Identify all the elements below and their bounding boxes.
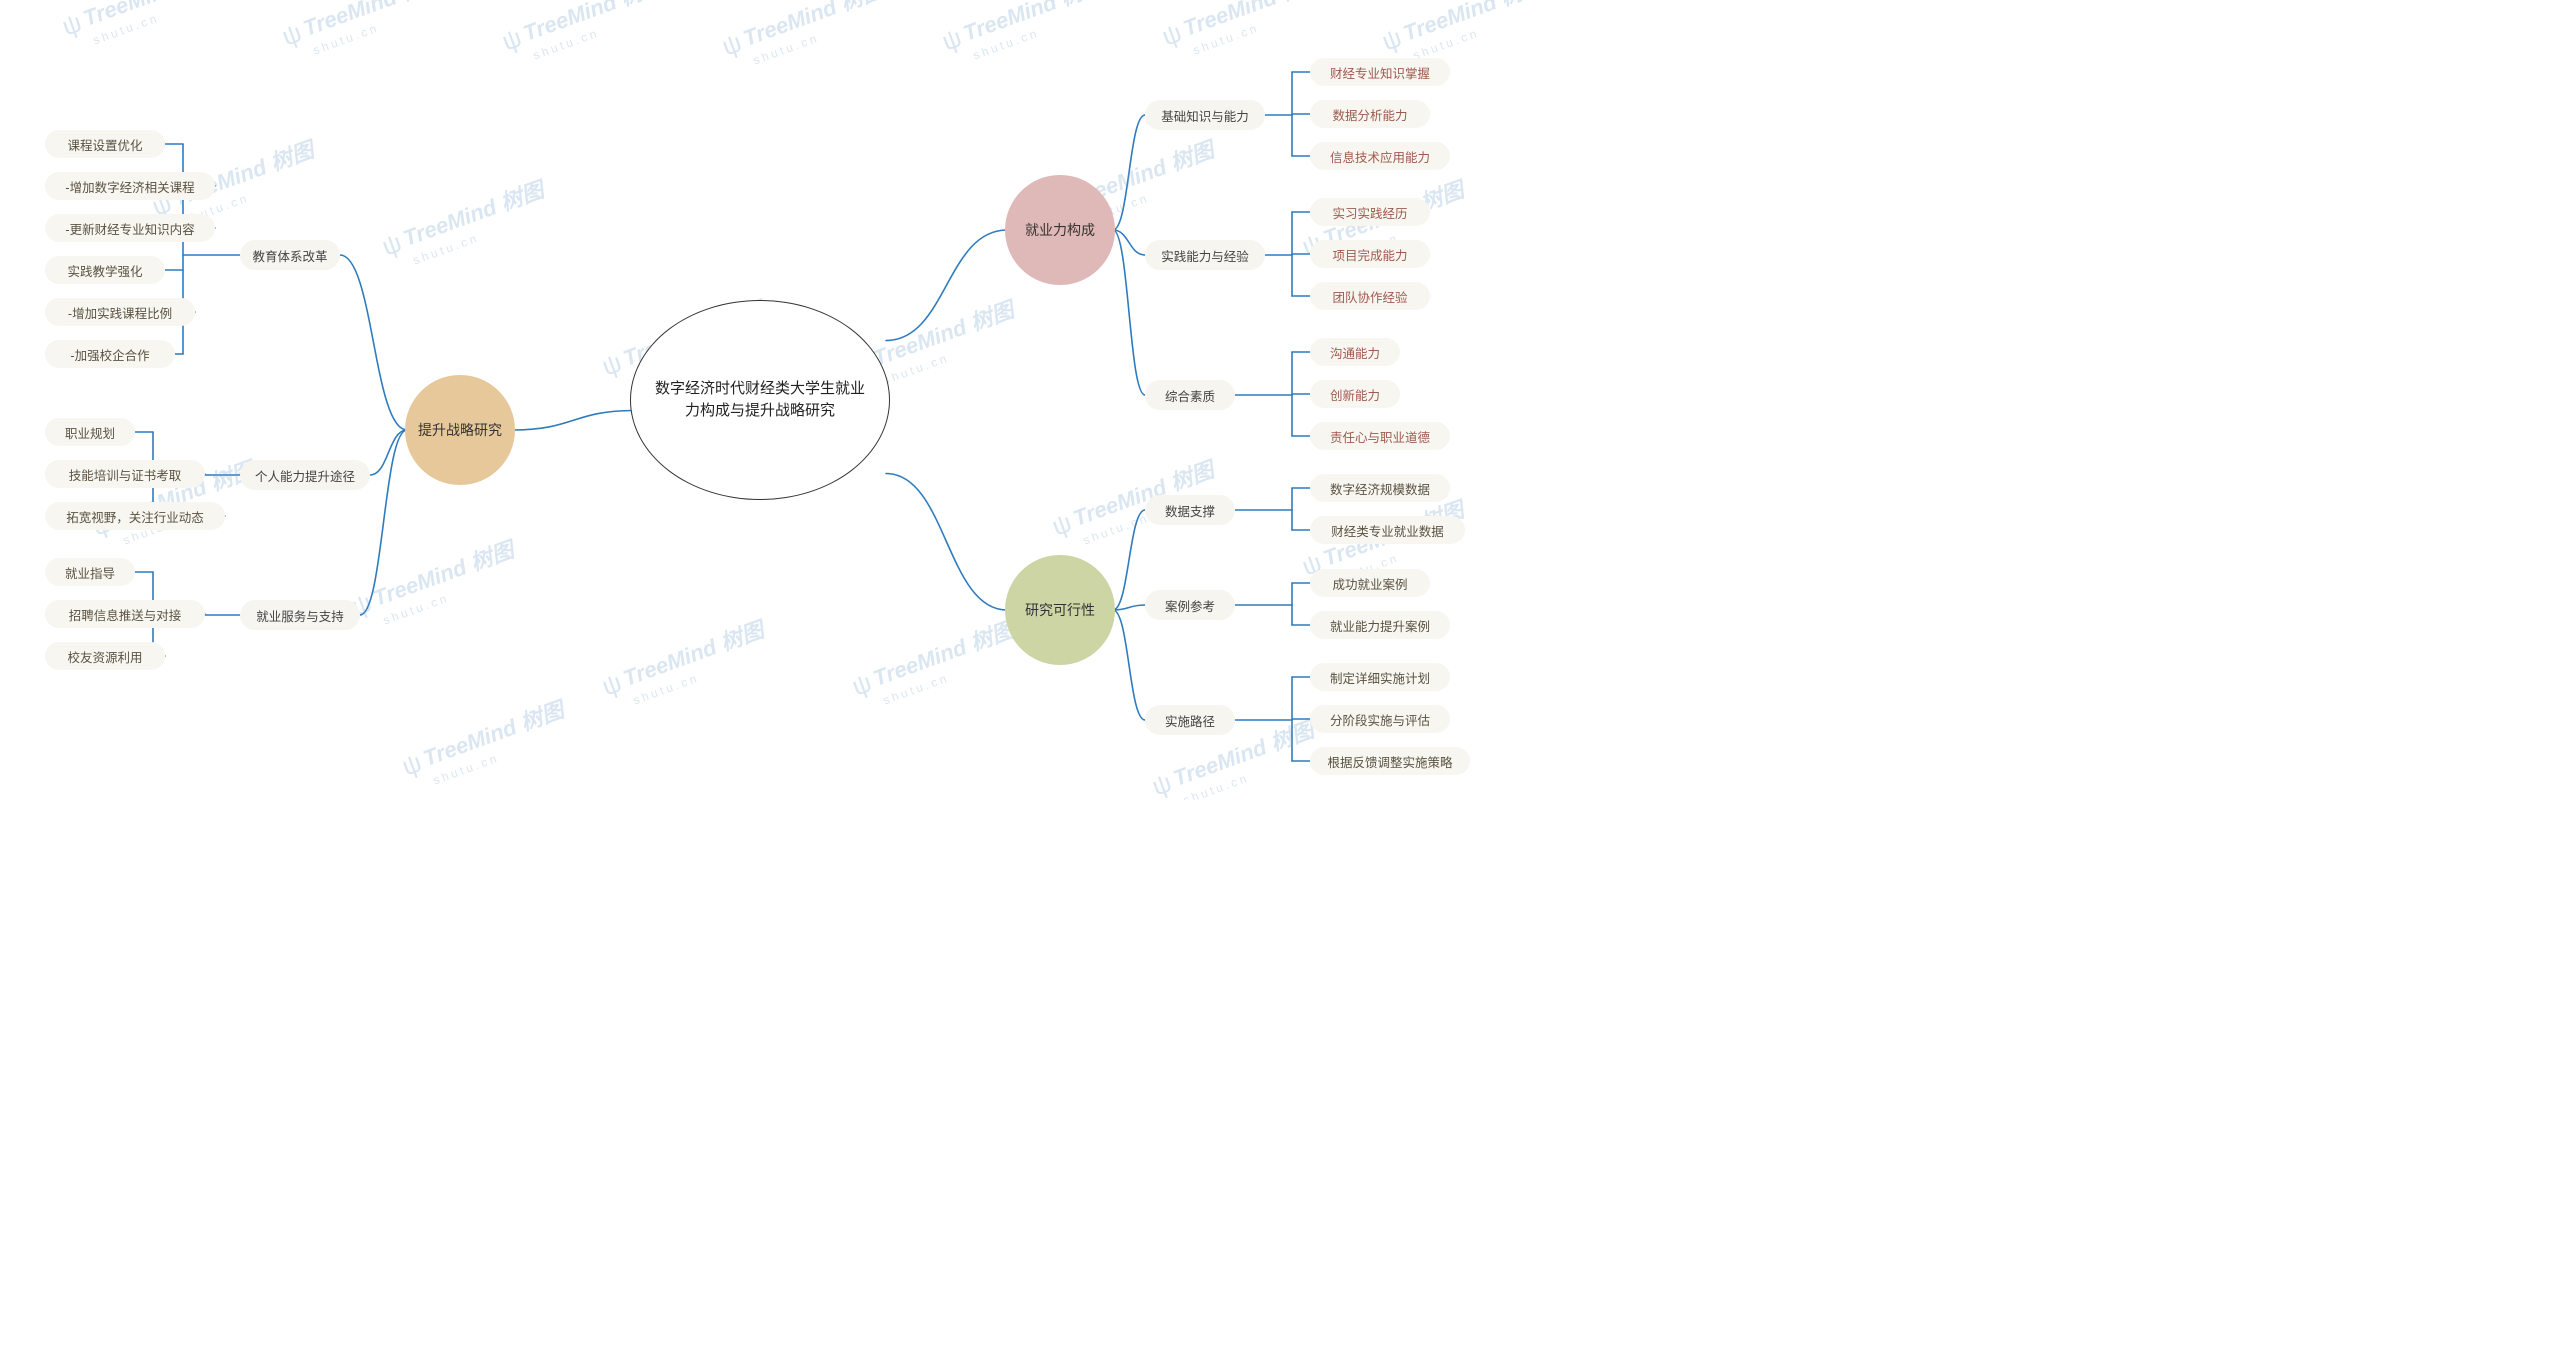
watermark: ψTreeMind 树图shutu.cn	[397, 692, 573, 795]
mindmap-canvas: ψTreeMind 树图shutu.cnψTreeMind 树图shutu.cn…	[0, 0, 1536, 800]
leaf-node-label: -增加数字经济相关课程	[65, 177, 194, 196]
leaf-node: 根据反馈调整实施策略	[1310, 747, 1470, 775]
leaf-node-label: 拓宽视野，关注行业动态	[66, 507, 204, 526]
leaf-node: 就业能力提升案例	[1310, 611, 1450, 639]
leaf-node-label: 实践教学强化	[67, 261, 142, 280]
leaf-node-label: 制定详细实施计划	[1330, 668, 1430, 687]
sub-node: 基础知识与能力	[1145, 100, 1265, 130]
leaf-node-label: 校友资源利用	[67, 647, 142, 666]
sub-node: 个人能力提升途径	[240, 460, 370, 490]
sub-node-label: 实践能力与经验	[1161, 246, 1249, 265]
leaf-node-label: 就业指导	[65, 563, 115, 582]
leaf-node-label: 技能培训与证书考取	[69, 465, 182, 484]
leaf-node: 拓宽视野，关注行业动态	[45, 502, 225, 530]
sub-node-label: 就业服务与支持	[256, 606, 344, 625]
leaf-node-label: 责任心与职业道德	[1330, 427, 1430, 446]
watermark: ψTreeMind 树图shutu.cn	[57, 0, 233, 56]
leaf-node: 成功就业案例	[1310, 569, 1430, 597]
leaf-node: 数字经济规模数据	[1310, 474, 1450, 502]
sub-node-label: 基础知识与能力	[1161, 106, 1249, 125]
sub-node: 实施路径	[1145, 705, 1235, 735]
watermark: ψTreeMind 树图shutu.cn	[277, 0, 453, 66]
leaf-node: 团队协作经验	[1310, 282, 1430, 310]
leaf-node: -增加实践课程比例	[45, 298, 195, 326]
leaf-node: 分阶段实施与评估	[1310, 705, 1450, 733]
leaf-node: 课程设置优化	[45, 130, 165, 158]
branch-right_top: 就业力构成	[1005, 175, 1115, 285]
watermark: ψTreeMind 树图shutu.cn	[717, 0, 893, 76]
leaf-node: 创新能力	[1310, 380, 1400, 408]
sub-node: 案例参考	[1145, 590, 1235, 620]
leaf-node-label: 财经专业知识掌握	[1330, 63, 1430, 82]
leaf-node-label: 数据分析能力	[1332, 105, 1407, 124]
branch-right_bottom: 研究可行性	[1005, 555, 1115, 665]
sub-node-label: 个人能力提升途径	[255, 466, 355, 485]
leaf-node-label: 分阶段实施与评估	[1330, 710, 1430, 729]
leaf-node: 责任心与职业道德	[1310, 422, 1450, 450]
sub-node-label: 案例参考	[1165, 596, 1215, 615]
leaf-node: -加强校企合作	[45, 340, 175, 368]
leaf-node: 校友资源利用	[45, 642, 165, 670]
leaf-node: 就业指导	[45, 558, 135, 586]
watermark: ψTreeMind 树图shutu.cn	[937, 0, 1113, 71]
leaf-node-label: 根据反馈调整实施策略	[1327, 752, 1452, 771]
leaf-node: 信息技术应用能力	[1310, 142, 1450, 170]
sub-node: 数据支撑	[1145, 495, 1235, 525]
watermark: ψTreeMind 树图shutu.cn	[377, 172, 553, 275]
leaf-node: 职业规划	[45, 418, 135, 446]
leaf-node-label: 招聘信息推送与对接	[69, 605, 182, 624]
leaf-node: 财经类专业就业数据	[1310, 516, 1465, 544]
leaf-node-label: 数字经济规模数据	[1330, 479, 1430, 498]
leaf-node-label: 职业规划	[65, 423, 115, 442]
watermark: ψTreeMind 树图shutu.cn	[1157, 0, 1333, 66]
leaf-node-label: 就业能力提升案例	[1330, 616, 1430, 635]
leaf-node: 沟通能力	[1310, 338, 1400, 366]
branch-right_bottom-label: 研究可行性	[1025, 600, 1095, 620]
leaf-node: -更新财经专业知识内容	[45, 214, 215, 242]
branch-left-label: 提升战略研究	[418, 420, 502, 440]
root-node-label: 数字经济时代财经类大学生就业力构成与提升战略研究	[655, 378, 865, 423]
leaf-node-label: 信息技术应用能力	[1330, 147, 1430, 166]
leaf-node-label: 课程设置优化	[67, 135, 142, 154]
leaf-node: 实践教学强化	[45, 256, 165, 284]
branch-right_top-label: 就业力构成	[1025, 220, 1095, 240]
leaf-node: 项目完成能力	[1310, 240, 1430, 268]
leaf-node-label: 财经类专业就业数据	[1331, 521, 1444, 540]
sub-node: 综合素质	[1145, 380, 1235, 410]
leaf-node: 招聘信息推送与对接	[45, 600, 205, 628]
branch-left: 提升战略研究	[405, 375, 515, 485]
leaf-node-label: 实习实践经历	[1332, 203, 1407, 222]
sub-node: 就业服务与支持	[240, 600, 360, 630]
leaf-node-label: 项目完成能力	[1332, 245, 1407, 264]
sub-node-label: 综合素质	[1165, 386, 1215, 405]
leaf-node: -增加数字经济相关课程	[45, 172, 215, 200]
leaf-node-label: -更新财经专业知识内容	[65, 219, 194, 238]
sub-node-label: 教育体系改革	[252, 246, 327, 265]
leaf-node: 数据分析能力	[1310, 100, 1430, 128]
watermark: ψTreeMind 树图shutu.cn	[597, 612, 773, 715]
root-node: 数字经济时代财经类大学生就业力构成与提升战略研究	[630, 300, 890, 500]
leaf-node-label: 创新能力	[1330, 385, 1380, 404]
sub-node-label: 数据支撑	[1165, 501, 1215, 520]
sub-node-label: 实施路径	[1165, 711, 1215, 730]
watermark: ψTreeMind 树图shutu.cn	[347, 532, 523, 635]
watermark: ψTreeMind 树图shutu.cn	[847, 612, 1023, 715]
leaf-node-label: 团队协作经验	[1332, 287, 1407, 306]
leaf-node: 技能培训与证书考取	[45, 460, 205, 488]
leaf-node: 实习实践经历	[1310, 198, 1430, 226]
leaf-node-label: 沟通能力	[1330, 343, 1380, 362]
leaf-node-label: -增加实践课程比例	[68, 303, 172, 322]
leaf-node-label: -加强校企合作	[70, 345, 149, 364]
sub-node: 教育体系改革	[240, 240, 340, 270]
leaf-node: 制定详细实施计划	[1310, 663, 1450, 691]
watermark: ψTreeMind 树图shutu.cn	[497, 0, 673, 71]
sub-node: 实践能力与经验	[1145, 240, 1265, 270]
leaf-node: 财经专业知识掌握	[1310, 58, 1450, 86]
leaf-node-label: 成功就业案例	[1332, 574, 1407, 593]
